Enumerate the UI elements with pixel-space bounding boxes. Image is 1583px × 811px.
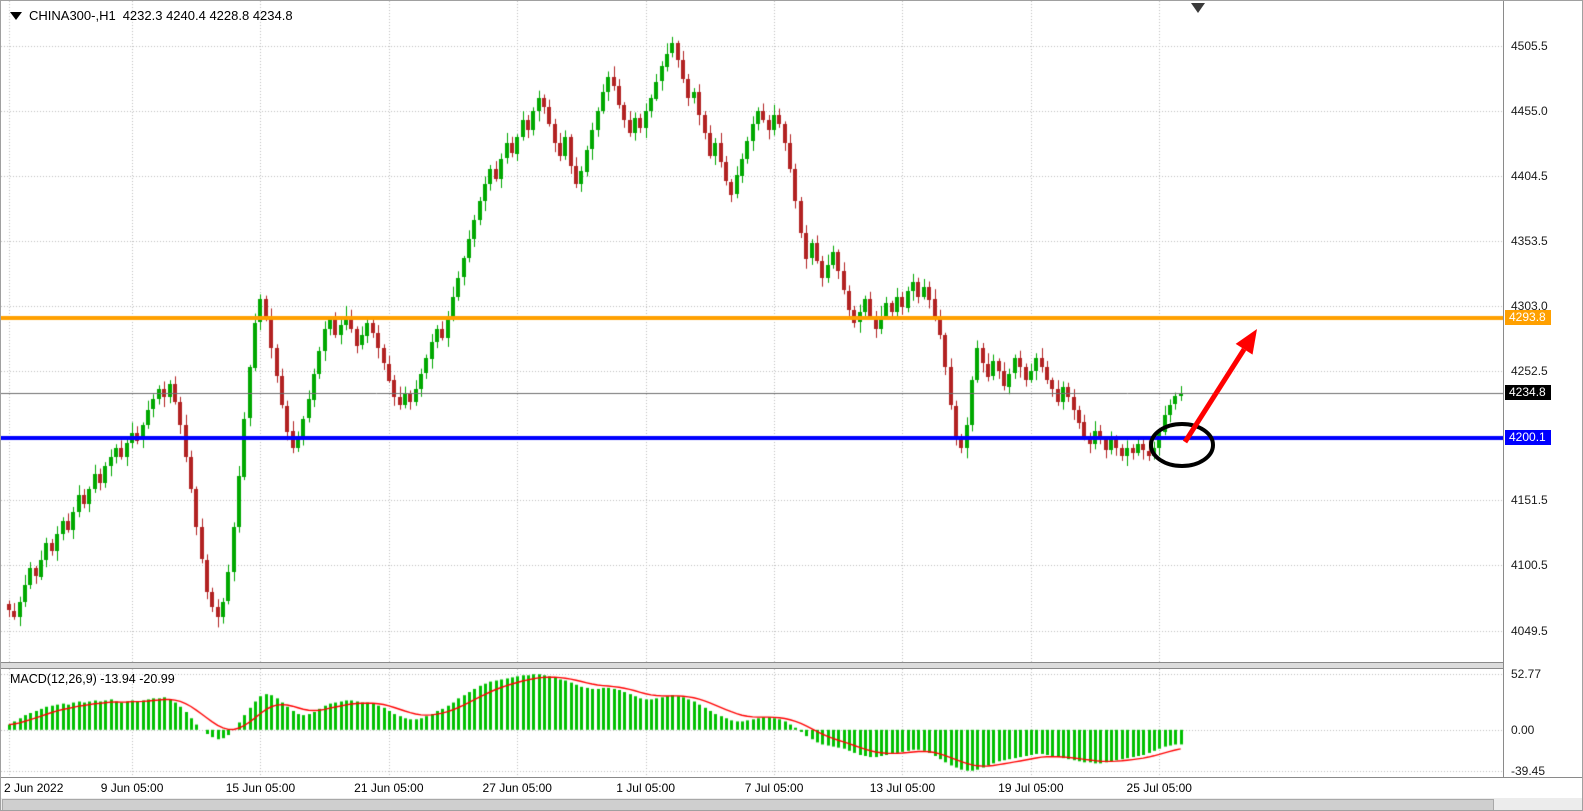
symbol-dropdown-icon: [10, 11, 22, 20]
ohlc-quote-label: 4232.3 4240.4 4228.8 4234.8: [122, 8, 293, 23]
time-axis-label: 9 Jun 05:00: [100, 781, 164, 795]
price-axis-label: 4455.0: [1511, 104, 1548, 119]
price-axis-label: 4353.5: [1511, 234, 1548, 249]
macd-indicator-label: MACD(12,26,9) -13.94 -20.99: [10, 672, 175, 686]
scrollbar-thumb[interactable]: [2, 799, 1494, 810]
price-axis-label: 4252.5: [1511, 363, 1548, 378]
price-axis-label: 4404.5: [1511, 168, 1548, 183]
price-level-tag: 4293.8: [1505, 309, 1551, 325]
price-level-tag: 4200.1: [1505, 429, 1551, 445]
time-axis: 2 Jun 2022 9 Jun 05:00 15 Jun 05:00 21 Jun …: [1, 777, 1582, 798]
time-axis-label: 13 Jul 05:00: [869, 781, 936, 795]
price-level-tag: 4234.8: [1505, 385, 1551, 401]
time-axis-label: 2 Jun 2022: [4, 781, 64, 795]
time-axis-label: 15 Jun 05:00: [225, 781, 296, 795]
price-axis-label: 4049.5: [1511, 623, 1548, 638]
price-axis-label: 4100.5: [1511, 558, 1548, 573]
price-axis-label: 4303.0: [1511, 298, 1548, 313]
macd-axis-label: 52.77: [1511, 667, 1542, 682]
macd-axis-label: -39.45: [1511, 764, 1546, 779]
price-chart-canvas[interactable]: [1, 1, 1503, 662]
time-axis-label: 19 Jul 05:00: [998, 781, 1064, 795]
time-axis-label: 1 Jul 05:00: [616, 781, 675, 795]
chart-shift-marker[interactable]: [1191, 3, 1205, 13]
macd-axis-label: 0.00: [1511, 722, 1535, 737]
price-axis-label: 4151.5: [1511, 492, 1548, 507]
horizontal-scrollbar[interactable]: [1, 798, 1582, 810]
time-axis-label: 21 Jun 05:00: [354, 781, 424, 795]
time-axis-label: 27 Jun 05:00: [482, 781, 552, 795]
price-axis: 4505.5 4455.0 4404.5 4353.5 4303.0 4252.5 4151…: [1503, 1, 1582, 779]
symbol-period-label: CHINA300-,H1: [29, 8, 116, 23]
panel-splitter[interactable]: [1, 662, 1582, 669]
price-axis-label: 4505.5: [1511, 39, 1548, 54]
macd-indicator-canvas[interactable]: [1, 669, 1503, 777]
time-axis-label: 7 Jul 05:00: [744, 781, 804, 795]
symbol-header: CHINA300-,H1 4232.3 4240.4 4228.8 4234.8: [10, 8, 293, 23]
time-axis-label: 25 Jul 05:00: [1126, 781, 1192, 795]
